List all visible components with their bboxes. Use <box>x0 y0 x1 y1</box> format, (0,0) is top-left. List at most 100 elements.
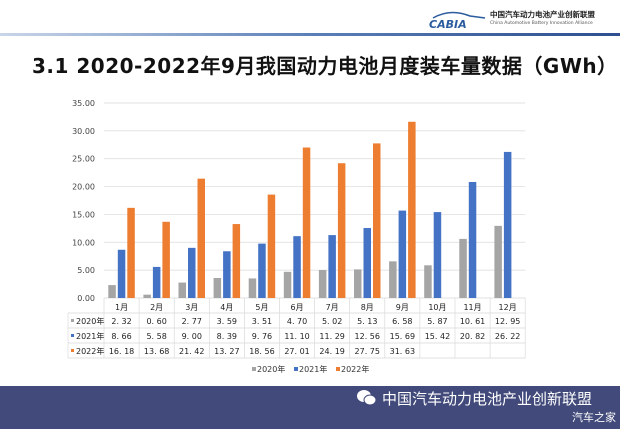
header-divider <box>0 33 620 36</box>
bar-2020年-4月 <box>213 277 222 298</box>
table-cell: 15. 69 <box>390 332 415 341</box>
cabia-logo: CABIA <box>429 11 486 30</box>
legend-swatch-2020年 <box>252 367 256 371</box>
table-cell: 8. 66 <box>111 332 131 341</box>
table-cell: 16. 18 <box>109 347 134 356</box>
table-row-label: 2020年 <box>76 316 104 326</box>
bar-2021年-11月 <box>468 182 477 298</box>
x-tick-label: 6月 <box>291 303 304 312</box>
table-cell: 8. 39 <box>217 332 237 341</box>
page-title: 3.1 2020-2022年9月我国动力电池月度装车量数据（GWh） <box>32 54 618 78</box>
bar-2021年-9月 <box>398 210 407 298</box>
org-name-cn: 中国汽车动力电池产业创新联盟 <box>490 10 595 19</box>
table-cell: 18. 56 <box>249 347 274 356</box>
table-cell: 24. 19 <box>319 347 344 356</box>
watermark: 汽车之家 <box>572 411 616 424</box>
table-cell: 31. 63 <box>390 347 415 356</box>
x-tick-label: 11月 <box>463 303 481 312</box>
table-cell: 3. 59 <box>217 317 237 326</box>
bar-2020年-1月 <box>108 285 116 298</box>
bar-2022年-3月 <box>197 178 205 298</box>
table-cell: 12. 56 <box>355 332 380 341</box>
table-cell: 6. 58 <box>392 317 412 326</box>
bar-2022年-4月 <box>232 224 241 298</box>
bar-2020年-6月 <box>283 271 292 298</box>
legend-key-2020年 <box>71 319 74 322</box>
bar-2021年-2月 <box>152 266 161 298</box>
bar-2022年-6月 <box>302 147 311 298</box>
bar-2020年-2月 <box>143 294 151 298</box>
table-cell: 5. 13 <box>357 317 377 326</box>
bar-2021年-3月 <box>188 247 196 298</box>
table-cell: 3. 51 <box>252 317 272 326</box>
bar-2022年-9月 <box>408 121 416 298</box>
table-cell: 10. 61 <box>460 317 485 326</box>
bar-2022年-2月 <box>162 221 170 298</box>
legend-label: 2020年 <box>257 364 285 374</box>
table-cell: 20. 82 <box>460 332 485 341</box>
bar-2020年-12月 <box>494 225 502 298</box>
footer-banner <box>0 386 620 429</box>
table-cell: 0. 60 <box>146 317 166 326</box>
y-tick-label: 20.00 <box>72 183 95 192</box>
bar-2020年-11月 <box>459 238 467 298</box>
x-tick-label: 5月 <box>255 303 268 312</box>
bar-2022年-5月 <box>267 194 276 298</box>
table-cell: 5. 58 <box>146 332 166 341</box>
bar-2022年-7月 <box>337 163 346 298</box>
table-cell: 2. 77 <box>182 317 202 326</box>
table-cell: 12. 95 <box>495 317 520 326</box>
table-row-label: 2021年 <box>76 331 104 341</box>
x-tick-label: 10月 <box>428 303 446 312</box>
table-cell: 27. 01 <box>284 347 309 356</box>
table-cell: 11. 29 <box>319 332 344 341</box>
bar-2020年-8月 <box>354 269 362 298</box>
table-cell: 2. 32 <box>111 317 131 326</box>
x-tick-label: 12月 <box>499 303 517 312</box>
bar-2021年-5月 <box>258 243 266 298</box>
bar-2020年-5月 <box>248 278 257 298</box>
x-tick-label: 3月 <box>185 303 198 312</box>
bar-2020年-7月 <box>318 270 327 298</box>
y-tick-label: 0.00 <box>77 294 95 303</box>
bar-2021年-8月 <box>363 228 371 298</box>
y-tick-label: 10.00 <box>72 238 95 247</box>
x-tick-label: 9月 <box>396 303 409 312</box>
table-cell: 21. 42 <box>179 347 204 356</box>
bar-2021年-12月 <box>503 151 512 298</box>
bar-2021年-7月 <box>328 235 336 298</box>
footer-org-name: 中国汽车动力电池产业创新联盟 <box>382 390 593 408</box>
legend-label: 2022年 <box>341 364 369 374</box>
table-cell: 26. 22 <box>495 332 520 341</box>
x-tick-label: 2月 <box>150 303 163 312</box>
bar-2020年-10月 <box>424 265 432 298</box>
legend-swatch-2021年 <box>294 367 298 371</box>
y-tick-label: 25.00 <box>72 155 95 164</box>
bar-2021年-1月 <box>117 249 126 298</box>
legend-key-2021年 <box>71 334 74 337</box>
x-tick-label: 8月 <box>361 303 374 312</box>
bar-2021年-4月 <box>223 251 231 298</box>
table-cell: 27. 75 <box>355 347 380 356</box>
bar-2022年-8月 <box>373 143 381 298</box>
legend-swatch-2022年 <box>336 367 340 371</box>
x-tick-label: 7月 <box>326 303 339 312</box>
org-name-en: China Automotive Battery Innovation Alli… <box>490 21 593 26</box>
legend-key-2022年 <box>71 349 74 352</box>
table-cell: 15. 42 <box>425 332 450 341</box>
table-cell: 13. 27 <box>214 347 239 356</box>
legend-label: 2021年 <box>299 364 327 374</box>
table-cell: 13. 68 <box>144 347 169 356</box>
bar-2020年-9月 <box>389 261 397 298</box>
y-tick-label: 35.00 <box>72 99 95 108</box>
svg-text:CABIA: CABIA <box>429 18 467 30</box>
table-cell: 4. 70 <box>287 317 307 326</box>
y-tick-label: 30.00 <box>72 127 95 136</box>
y-tick-label: 5.00 <box>77 266 95 275</box>
table-cell: 11. 10 <box>284 332 309 341</box>
wechat-icon <box>357 390 377 406</box>
y-tick-label: 15.00 <box>72 210 95 219</box>
bar-2021年-10月 <box>433 212 442 298</box>
x-tick-label: 1月 <box>115 303 128 312</box>
